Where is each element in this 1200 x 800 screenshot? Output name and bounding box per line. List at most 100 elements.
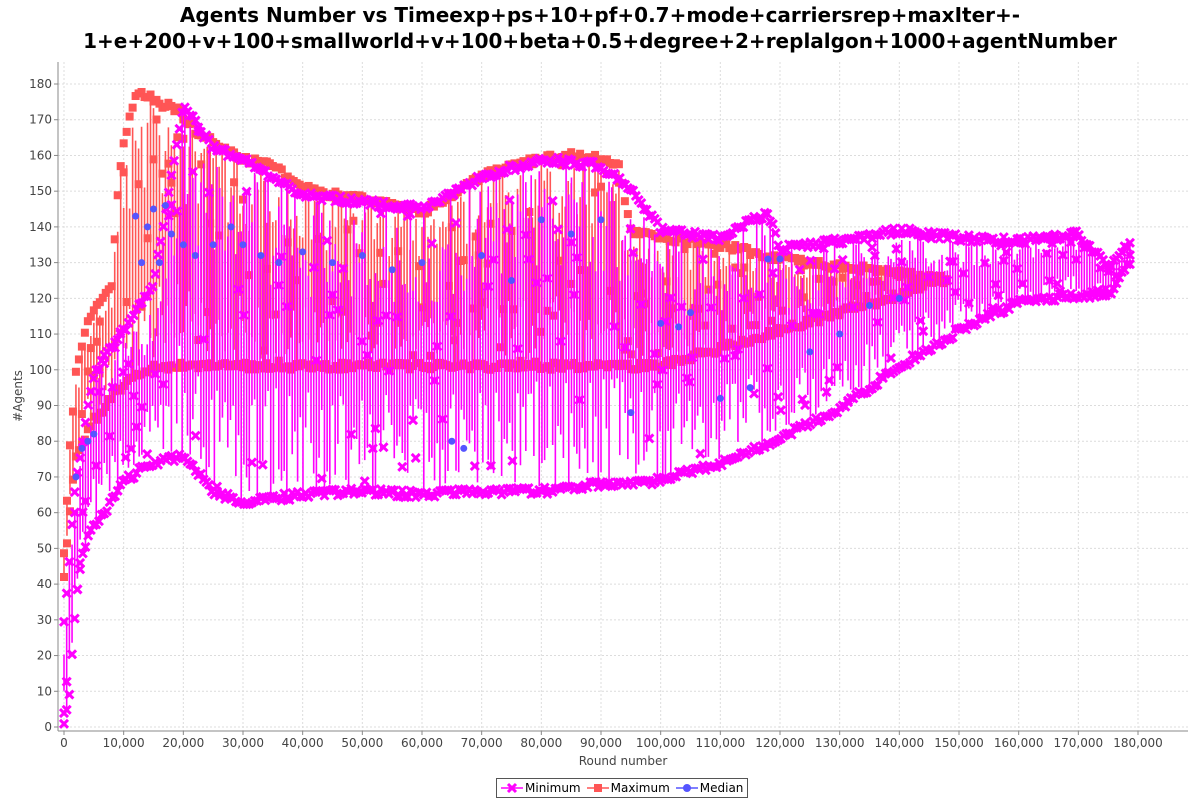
maximum-marker — [83, 317, 92, 326]
maximum-marker — [826, 313, 835, 322]
maximum-marker — [605, 286, 614, 295]
maximum-marker — [713, 280, 722, 289]
minimum-marker — [61, 676, 72, 687]
minimum-marker — [80, 541, 91, 552]
maximum-marker — [128, 103, 137, 112]
minimum-marker — [918, 326, 929, 337]
x-tick-label: 40,000 — [282, 736, 324, 750]
maximum-marker — [113, 191, 122, 200]
maximum-marker — [614, 160, 623, 169]
minimum-marker — [410, 452, 421, 464]
maximum-marker — [418, 303, 426, 312]
maximum-marker — [904, 288, 913, 297]
maximum-marker — [197, 160, 206, 169]
y-tick-label: 110 — [29, 327, 52, 341]
minimum-marker — [101, 506, 113, 517]
maximum-marker — [928, 271, 937, 280]
minimum-marker — [279, 178, 290, 189]
chart-title: Agents Number vs Timeexp+ps+10+pf+0.7+mo… — [0, 2, 1200, 54]
minimum-marker — [72, 584, 83, 595]
maximum-marker — [313, 234, 322, 243]
maximum-marker — [164, 159, 173, 168]
minimum-marker — [673, 225, 684, 236]
minimum-marker — [797, 394, 808, 405]
median-point — [358, 251, 366, 259]
maximum-marker — [567, 148, 576, 157]
x-tick-label: 140,000 — [875, 736, 925, 750]
minimum-marker — [203, 479, 215, 490]
median-point — [567, 230, 575, 238]
minimum-marker — [1004, 304, 1015, 315]
minimum-marker — [1036, 233, 1047, 244]
minimum-marker — [528, 487, 539, 498]
minimum-marker — [552, 152, 564, 163]
median-point — [78, 444, 86, 452]
maximum-marker — [641, 364, 650, 373]
chart-title-line-2: 1+e+200+v+100+smallworld+v+100+beta+0.5+… — [83, 29, 1117, 53]
legend-label-median: Median — [699, 781, 744, 795]
minimum-marker — [257, 459, 268, 470]
minimum-marker — [697, 254, 709, 265]
median-point — [84, 437, 92, 445]
median-point — [764, 255, 772, 263]
maximum-marker — [552, 359, 561, 368]
minimum-marker — [552, 224, 564, 235]
median-point — [132, 212, 140, 220]
maximum-marker — [77, 342, 86, 351]
maximum-marker — [620, 197, 629, 206]
median-point — [508, 276, 515, 284]
minimum-marker — [837, 254, 848, 265]
minimum-marker — [504, 195, 515, 206]
minimum-marker — [426, 238, 437, 249]
minimum-marker — [112, 485, 123, 496]
maximum-marker — [65, 507, 74, 516]
maximum-marker — [814, 274, 823, 283]
minimum-marker — [628, 185, 639, 196]
maximum-marker — [591, 188, 600, 197]
maximum-marker — [453, 318, 462, 327]
maximum-marker — [283, 238, 292, 247]
y-tick-label: 0 — [44, 720, 52, 734]
maximum-marker — [576, 149, 585, 158]
maximum-marker — [98, 408, 107, 417]
maximum-marker — [176, 358, 185, 367]
maximum-marker — [737, 269, 746, 278]
maximum-marker — [122, 298, 131, 307]
minimum-marker — [695, 448, 706, 459]
minimum-marker — [821, 411, 832, 422]
maximum-marker — [501, 359, 510, 368]
median-point — [138, 259, 146, 267]
maximum-marker — [340, 365, 349, 374]
maximum-marker — [874, 277, 883, 286]
minimum-marker — [93, 516, 104, 527]
maximum-marker — [60, 572, 68, 581]
maximum-marker — [143, 234, 152, 243]
minimum-marker — [799, 399, 811, 411]
minimum-marker — [789, 422, 800, 433]
legend-label-minimum: Minimum — [525, 781, 581, 795]
maximum-marker — [152, 115, 161, 124]
maximum-marker — [295, 180, 304, 189]
x-tick-label: 10,000 — [103, 736, 145, 750]
median-point — [179, 241, 187, 249]
maximum-marker — [668, 361, 677, 370]
maximum-marker — [239, 195, 247, 204]
maximum-marker — [95, 317, 104, 326]
minimum-marker — [628, 247, 639, 258]
minimum-marker — [128, 472, 139, 483]
maximum-marker — [856, 267, 865, 276]
legend-item-median: Median — [675, 781, 744, 795]
series-median — [72, 201, 903, 481]
maximum-marker — [770, 329, 779, 338]
y-tick-label: 80 — [37, 434, 52, 448]
maximum-marker — [546, 150, 555, 159]
x-tick-label: 170,000 — [1054, 736, 1104, 750]
y-tick-label: 30 — [37, 613, 52, 627]
minimum-marker — [397, 461, 408, 472]
minimum-marker — [963, 230, 974, 241]
y-tick-label: 170 — [29, 113, 52, 127]
maximum-marker — [423, 208, 432, 217]
maximum-marker — [776, 329, 784, 338]
maximum-marker — [632, 292, 641, 301]
